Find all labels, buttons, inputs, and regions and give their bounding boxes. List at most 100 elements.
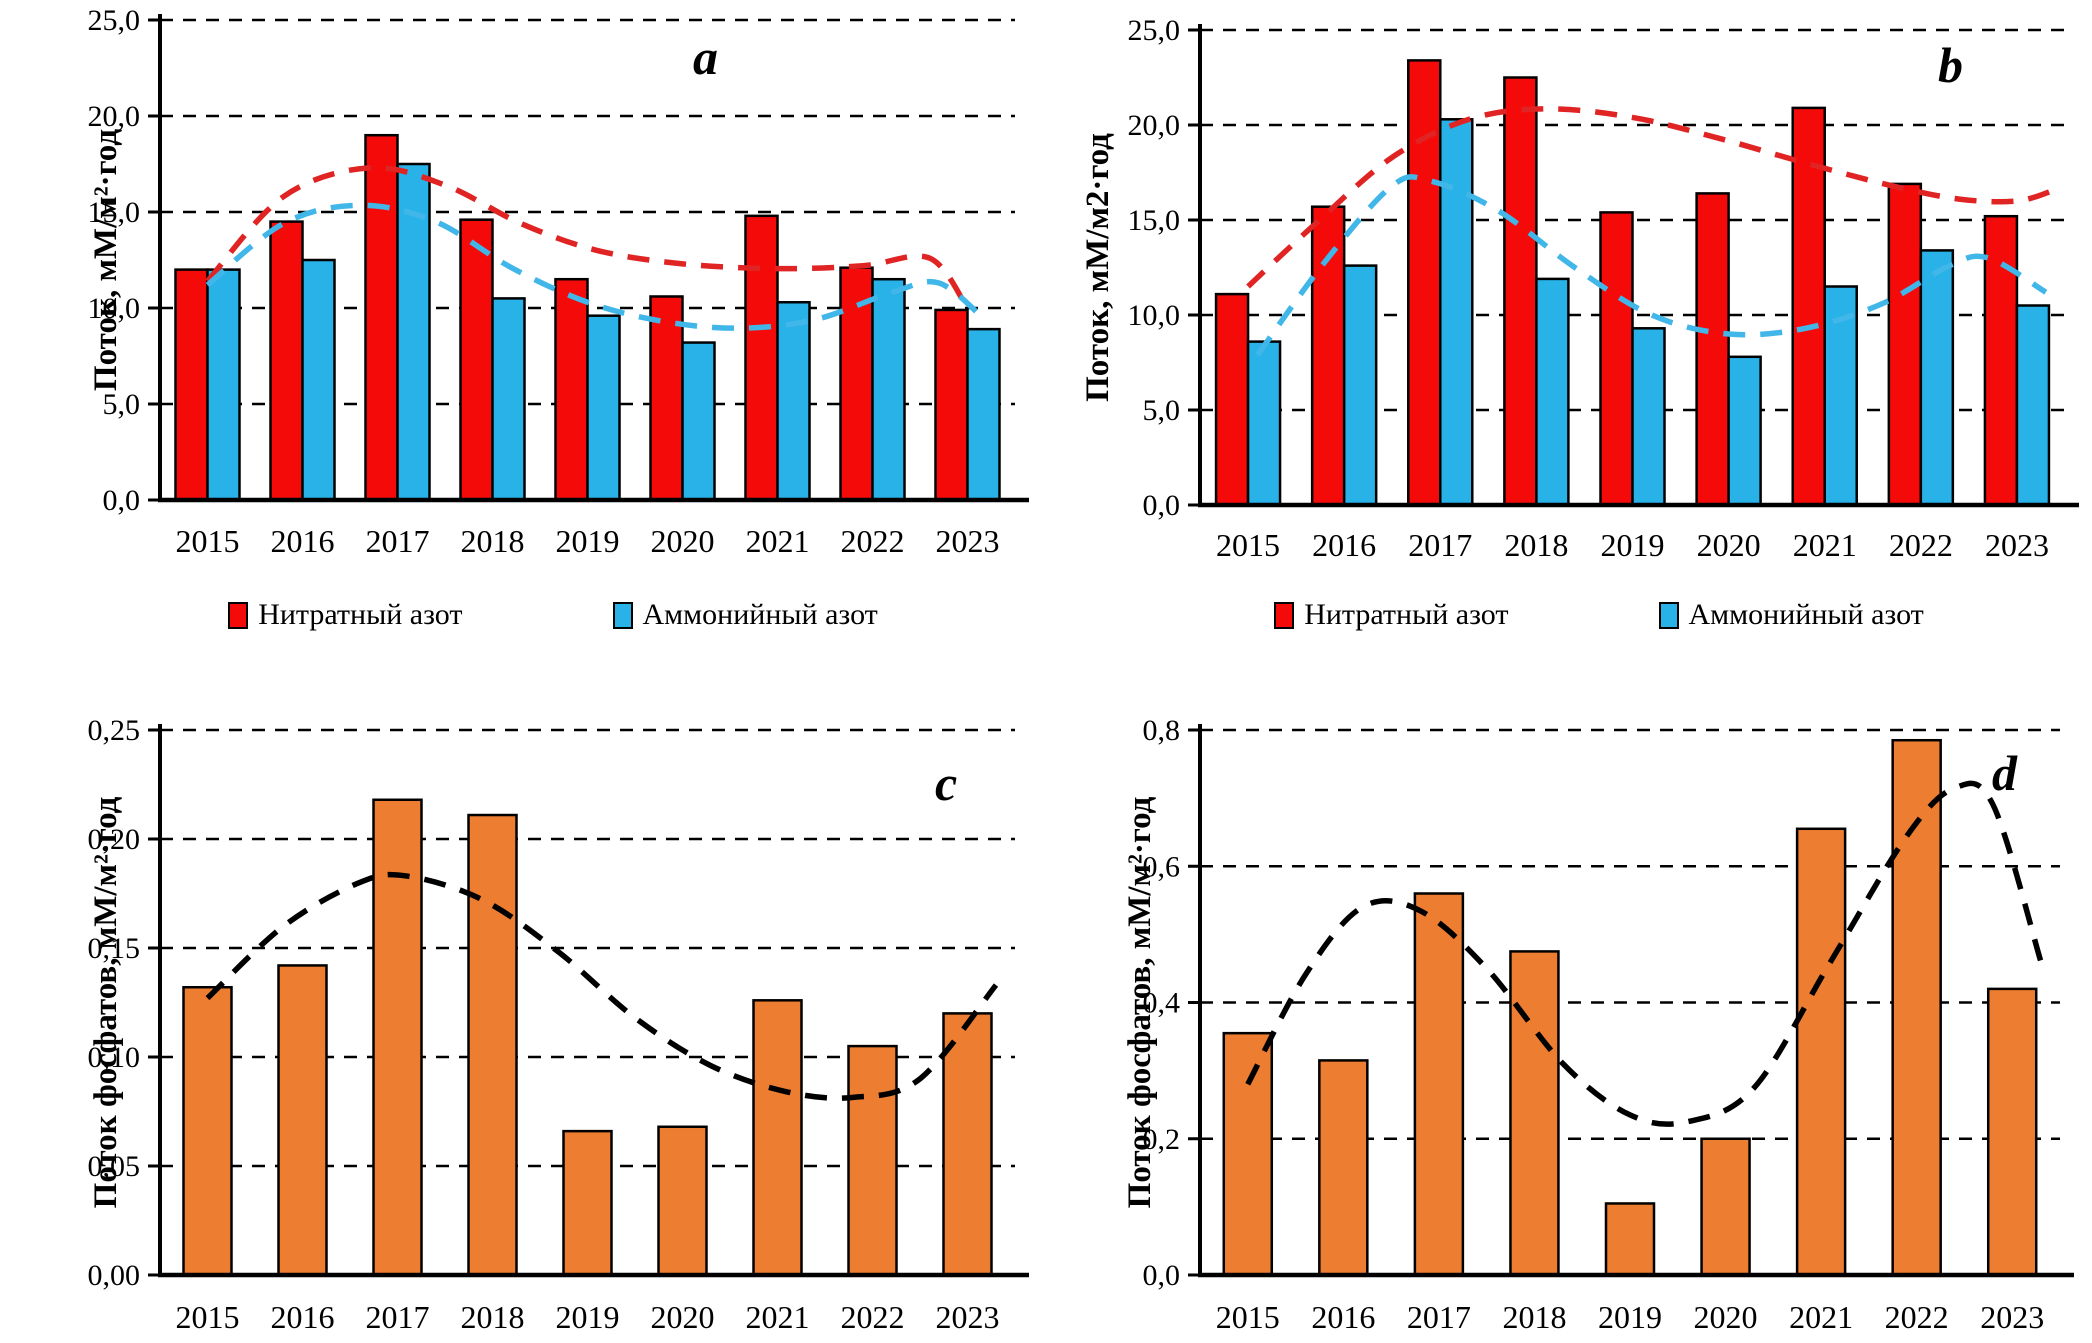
y-tick-label: 0,05 [88, 1150, 141, 1183]
x-tick-label: 2022 [1885, 1299, 1949, 1335]
bar-2018-s0 [459, 218, 494, 502]
x-tick-label: 2021 [1793, 527, 1857, 563]
y-tick-label: 0,4 [1143, 987, 1181, 1020]
y-tick-label: 20,0 [1128, 109, 1181, 142]
y-tick-label: 0,25 [88, 714, 141, 747]
bar-2016-s0 [277, 964, 328, 1277]
y-tick-label: 15,0 [1128, 204, 1181, 237]
bar-2017-s0 [364, 133, 399, 502]
ammonium-swatch [1658, 601, 1679, 629]
y-tick-label: 0,0 [1143, 489, 1181, 522]
y-tick-label: 15,0 [88, 196, 141, 229]
bar-2016-s0 [1318, 1059, 1369, 1277]
y-tick-label: 0,15 [88, 932, 141, 965]
bar-2019-s1 [1631, 327, 1666, 507]
y-tick-label: 0,2 [1143, 1123, 1181, 1156]
bar-2018-s0 [1509, 950, 1560, 1277]
y-tick-label: 20,0 [88, 100, 141, 133]
bar-2019-s0 [554, 277, 589, 502]
x-tick-label: 2020 [1694, 1299, 1758, 1335]
y-tick-label: 0,8 [1143, 714, 1181, 747]
x-tick-label: 2015 [176, 523, 240, 559]
y-tick-label: 0,0 [1143, 1259, 1181, 1292]
bar-2017-s0 [1407, 59, 1442, 507]
panel-letter-a: a [693, 29, 718, 85]
y-tick-label: 10,0 [1128, 299, 1181, 332]
x-tick-label: 2018 [461, 1299, 525, 1335]
bar-2015-s1 [206, 268, 241, 502]
bar-2016-s1 [1342, 264, 1378, 507]
x-tick-label: 2019 [556, 1299, 620, 1335]
y-tick-label: 5,0 [1143, 394, 1181, 427]
x-tick-label: 2023 [1985, 527, 2049, 563]
y-tick-label: 0,0 [103, 484, 141, 517]
legend-label-nitrate: Нитратный азот [258, 598, 463, 631]
x-tick-label: 2023 [1980, 1299, 2044, 1335]
bar-2015-s0 [174, 268, 209, 502]
bar-2019-s0 [1599, 211, 1634, 507]
bar-2023-s0 [1983, 214, 2019, 507]
bar-2015-s0 [182, 985, 233, 1277]
bars [1222, 738, 2038, 1277]
legend-label-nitrate: Нитратный азот [1304, 598, 1509, 631]
y-tick-label: 5,0 [103, 388, 141, 421]
polynomial-trend-phosphate [1245, 780, 2044, 1127]
x-tick-label: 2017 [1408, 527, 1472, 563]
bar-2023-s0 [942, 1012, 993, 1277]
x-tick-label: 2022 [841, 523, 905, 559]
bar-2016-s0 [269, 220, 304, 502]
bars [182, 798, 993, 1277]
legend-item-nitrate: Нитратный азот [1274, 598, 1509, 632]
bar-2023-s0 [934, 308, 969, 502]
x-tick-label: 2018 [1504, 527, 1568, 563]
x-tick-label: 2018 [461, 523, 525, 559]
x-tick-label: 2016 [271, 523, 335, 559]
x-tick-label: 2019 [1601, 527, 1665, 563]
x-tick-label: 2015 [1216, 527, 1280, 563]
legend-panel-a: Нитратный азот Аммонийный азот [60, 598, 1046, 632]
legend-item-ammonium: Аммонийный азот [1658, 598, 1924, 632]
y-tick-label: 10,0 [88, 292, 141, 325]
y-tick-label: 25,0 [88, 4, 141, 37]
y-axis-title-panel-c: Поток фосфатов, мМ/м²·год [88, 796, 124, 1209]
bar-2021-s0 [744, 214, 779, 502]
bar-2023-s1 [966, 327, 1001, 502]
chart-panel-b: 0,0 5,0 10,0 15,0 20,0 25,0 2015 2016 2017 2018 20… [1128, 14, 2079, 563]
legend-item-nitrate: Нитратный азот [228, 598, 463, 632]
bar-2016-s1 [301, 258, 336, 502]
panel-letter-d: d [1992, 745, 2017, 801]
panel-letter-c: c [935, 755, 958, 811]
y-tick-label: 0,10 [88, 1041, 141, 1074]
x-tick-label: 2020 [651, 523, 715, 559]
chart-panel-c: 0,00 0,05 0,10 0,15 0,20 0,25 2015 2016 2017 2018… [88, 714, 1029, 1335]
bar-2018-s1 [1535, 277, 1570, 507]
bar-2017-s0 [1413, 892, 1465, 1277]
bar-2018-s0 [1503, 76, 1538, 507]
bar-2016-s0 [1310, 205, 1346, 507]
bar-2015-s0 [1214, 292, 1250, 507]
x-tick-label: 2021 [746, 1299, 810, 1335]
bar-2022-s0 [1887, 182, 1923, 507]
chart-panel-d: 0,0 0,2 0,4 0,6 0,8 2015 2016 2017 2018 2019 2020 2… [1143, 714, 2074, 1335]
bars [1214, 59, 2051, 507]
y-axis-title-panel-b: Поток, мМ/м2·год [1080, 133, 1116, 402]
bar-2015-s1 [1246, 340, 1282, 507]
legend-item-ammonium: Аммонийный азот [612, 598, 878, 632]
x-tick-label: 2020 [651, 1299, 715, 1335]
bar-2020-s1 [1727, 355, 1762, 507]
bar-2017-s0 [372, 798, 423, 1277]
bar-2021-s0 [1791, 106, 1826, 507]
bar-2020-s0 [657, 1125, 708, 1277]
bar-2020-s0 [1700, 1137, 1751, 1277]
bar-2020-s0 [1695, 192, 1730, 507]
y-tick-label: 0,6 [1143, 850, 1181, 883]
x-tick-label: 2016 [271, 1299, 335, 1335]
polynomial-trend-ammonium [205, 202, 989, 331]
polynomial-trend-nitrate [205, 164, 970, 310]
y-tick-label: 0,00 [88, 1259, 141, 1292]
bar-2021-s0 [1795, 827, 1847, 1277]
bar-2023-s0 [1986, 987, 2038, 1277]
ammonium-swatch [612, 601, 633, 629]
x-tick-label: 2019 [1598, 1299, 1662, 1335]
